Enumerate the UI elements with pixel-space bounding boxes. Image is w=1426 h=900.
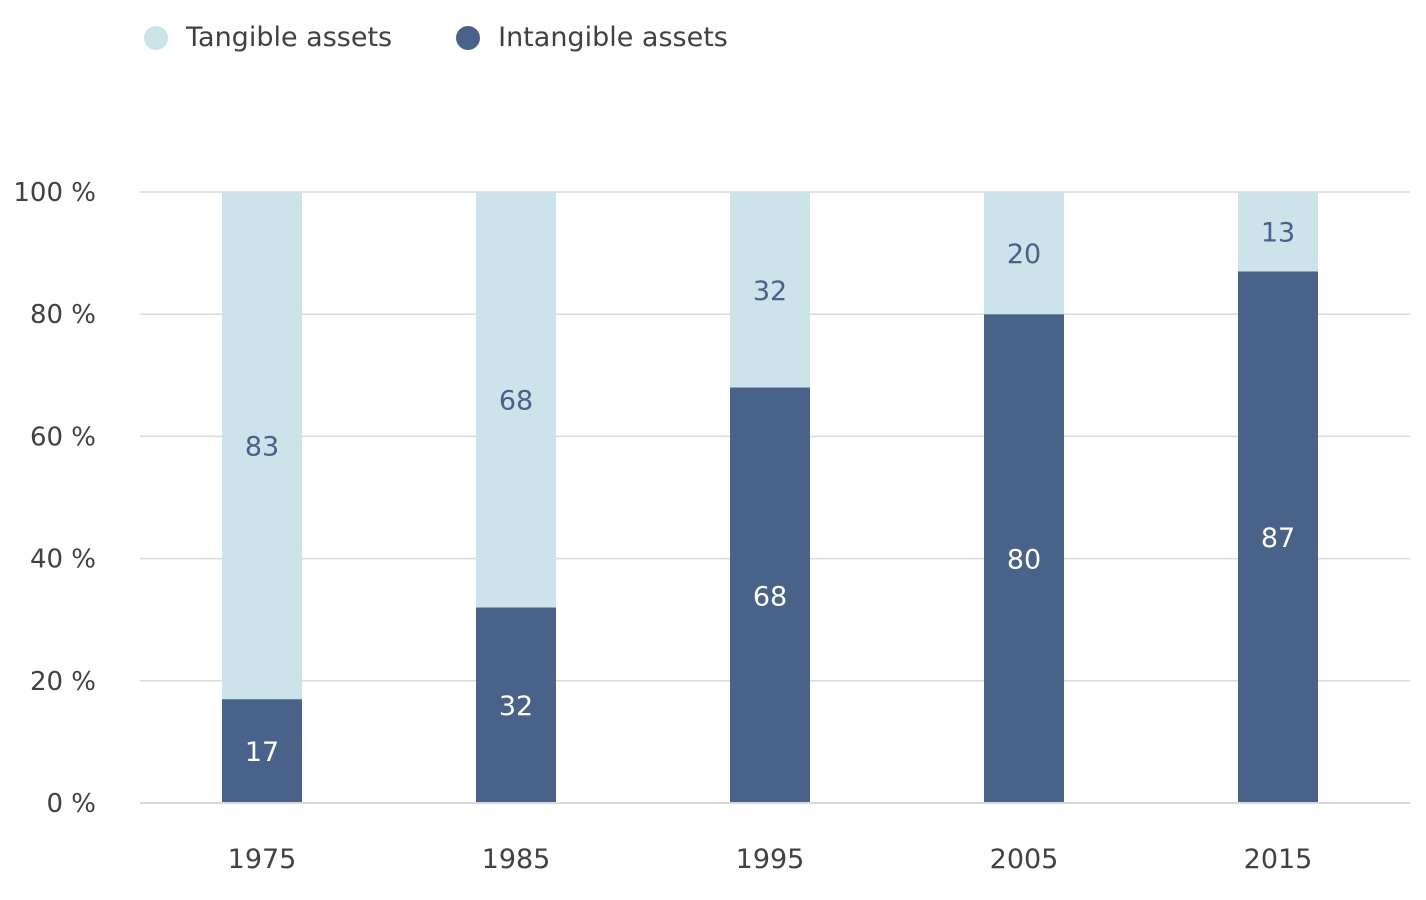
legend-item-intangible: Intangible assets xyxy=(456,22,728,53)
chart-legend: Tangible assets Intangible assets xyxy=(144,22,792,53)
bar-segment-tangible xyxy=(476,192,556,608)
y-tick-label: 40 % xyxy=(30,545,96,575)
legend-swatch-intangible xyxy=(456,25,481,50)
data-label-tangible: 83 xyxy=(245,432,279,463)
bar-segment-intangible xyxy=(222,699,302,803)
y-tick-label: 0 % xyxy=(46,789,96,819)
y-axis: 0 % 20 % 40 % 60 % 80 % 100 % xyxy=(13,178,96,819)
y-tick-label: 100 % xyxy=(13,178,96,208)
y-tick-label: 80 % xyxy=(30,300,96,330)
bar-segment-tangible xyxy=(1238,192,1318,272)
data-label-intangible: 32 xyxy=(499,691,533,722)
bar-segment-intangible xyxy=(730,387,810,803)
y-tick-label: 60 % xyxy=(30,422,96,452)
data-label-tangible: 32 xyxy=(753,276,787,307)
legend-item-tangible: Tangible assets xyxy=(144,22,392,53)
bars: 17 83 32 68 68 32 80 20 87 13 xyxy=(222,192,1318,803)
x-tick-label: 1995 xyxy=(736,844,805,875)
data-label-intangible: 68 xyxy=(753,581,787,612)
legend-label-intangible: Intangible assets xyxy=(498,22,728,53)
bar-segment-intangible xyxy=(1238,271,1318,803)
data-label-tangible: 68 xyxy=(499,386,533,417)
legend-label-tangible: Tangible assets xyxy=(186,22,393,53)
x-tick-label: 1975 xyxy=(228,844,297,875)
y-tick-label: 20 % xyxy=(30,667,96,697)
bar-segment-intangible xyxy=(476,607,556,803)
bar-segment-tangible xyxy=(730,192,810,388)
data-label-intangible: 80 xyxy=(1007,545,1041,576)
data-label-tangible: 20 xyxy=(1007,239,1041,270)
x-tick-label: 1985 xyxy=(482,844,551,875)
data-label-intangible: 87 xyxy=(1261,523,1295,554)
bar-segment-tangible xyxy=(222,192,302,700)
x-tick-label: 2005 xyxy=(990,844,1059,875)
bar-segment-intangible xyxy=(984,314,1064,803)
data-label-intangible: 17 xyxy=(245,737,279,768)
data-label-tangible: 13 xyxy=(1261,218,1295,249)
x-axis: 1975 1985 1995 2005 2015 xyxy=(140,802,1410,875)
legend-swatch-tangible xyxy=(144,25,168,50)
x-tick-label: 2015 xyxy=(1244,844,1313,875)
bar-segment-tangible xyxy=(984,192,1064,315)
